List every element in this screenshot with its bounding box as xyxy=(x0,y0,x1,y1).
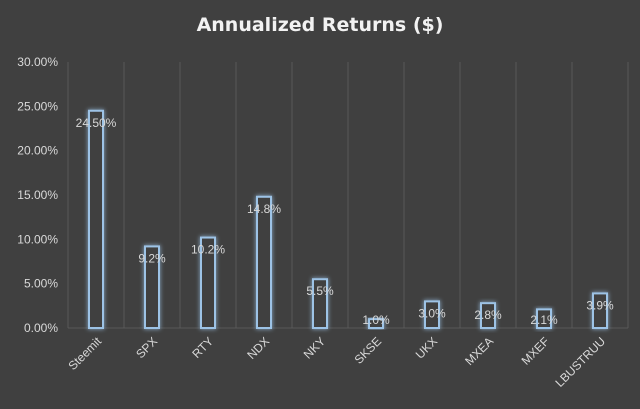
data-labels: 24.50% 9.2% 10.2% 14.8% 5.5% 1.0% 3.0% 2.8% 2.1%… xyxy=(76,116,614,327)
bar xyxy=(200,236,216,329)
x-tick-label: LBUSTRUU xyxy=(552,334,608,390)
y-tick-label: 0.00% xyxy=(24,321,58,335)
x-axis-tick-labels: Steemit SPX RTY NDX NKY SKSE UKX MXEA MXEF LBUSTR… xyxy=(65,334,608,390)
data-label: 14.8% xyxy=(247,202,281,216)
bar xyxy=(144,245,160,329)
y-tick-label: 20.00% xyxy=(17,144,58,158)
y-tick-label: 25.00% xyxy=(17,99,58,113)
y-tick-label: 30.00% xyxy=(17,55,58,69)
x-tick-label: NKY xyxy=(301,334,328,361)
x-tick-label: UKX xyxy=(413,334,440,361)
data-label: 5.5% xyxy=(306,284,334,298)
data-label: 2.1% xyxy=(530,313,558,327)
grid-lines xyxy=(67,62,629,329)
bar xyxy=(368,318,384,329)
chart-title: Annualized Returns ($) xyxy=(196,14,444,36)
bar xyxy=(424,300,440,329)
y-axis-tick-labels: 0.00% 5.00% 10.00% 15.00% 20.00% 25.00% 30.00% xyxy=(17,55,58,335)
bar xyxy=(536,308,552,330)
data-label: 2.8% xyxy=(474,308,502,322)
bar xyxy=(480,302,496,330)
x-tick-label: RTY xyxy=(189,334,216,361)
x-tick-label: SPX xyxy=(133,334,160,361)
y-tick-label: 15.00% xyxy=(17,188,58,202)
y-tick-label: 10.00% xyxy=(17,232,58,246)
bar xyxy=(592,292,608,330)
x-tick-label: NDX xyxy=(244,334,272,362)
data-label: 3.9% xyxy=(586,298,614,312)
y-tick-label: 5.00% xyxy=(24,277,58,291)
x-tick-label: MXEA xyxy=(462,334,496,368)
data-label: 1.0% xyxy=(362,313,390,327)
bars xyxy=(88,109,608,330)
x-tick-label: MXEF xyxy=(519,334,552,367)
data-label: 10.2% xyxy=(191,243,225,257)
bar xyxy=(88,109,104,330)
x-tick-label: SKSE xyxy=(352,334,385,367)
bar xyxy=(256,195,272,329)
data-label: 3.0% xyxy=(418,306,446,320)
x-tick-label: Steemit xyxy=(65,334,104,373)
data-label: 24.50% xyxy=(76,116,117,130)
bar xyxy=(312,278,328,330)
data-label: 9.2% xyxy=(138,251,166,265)
